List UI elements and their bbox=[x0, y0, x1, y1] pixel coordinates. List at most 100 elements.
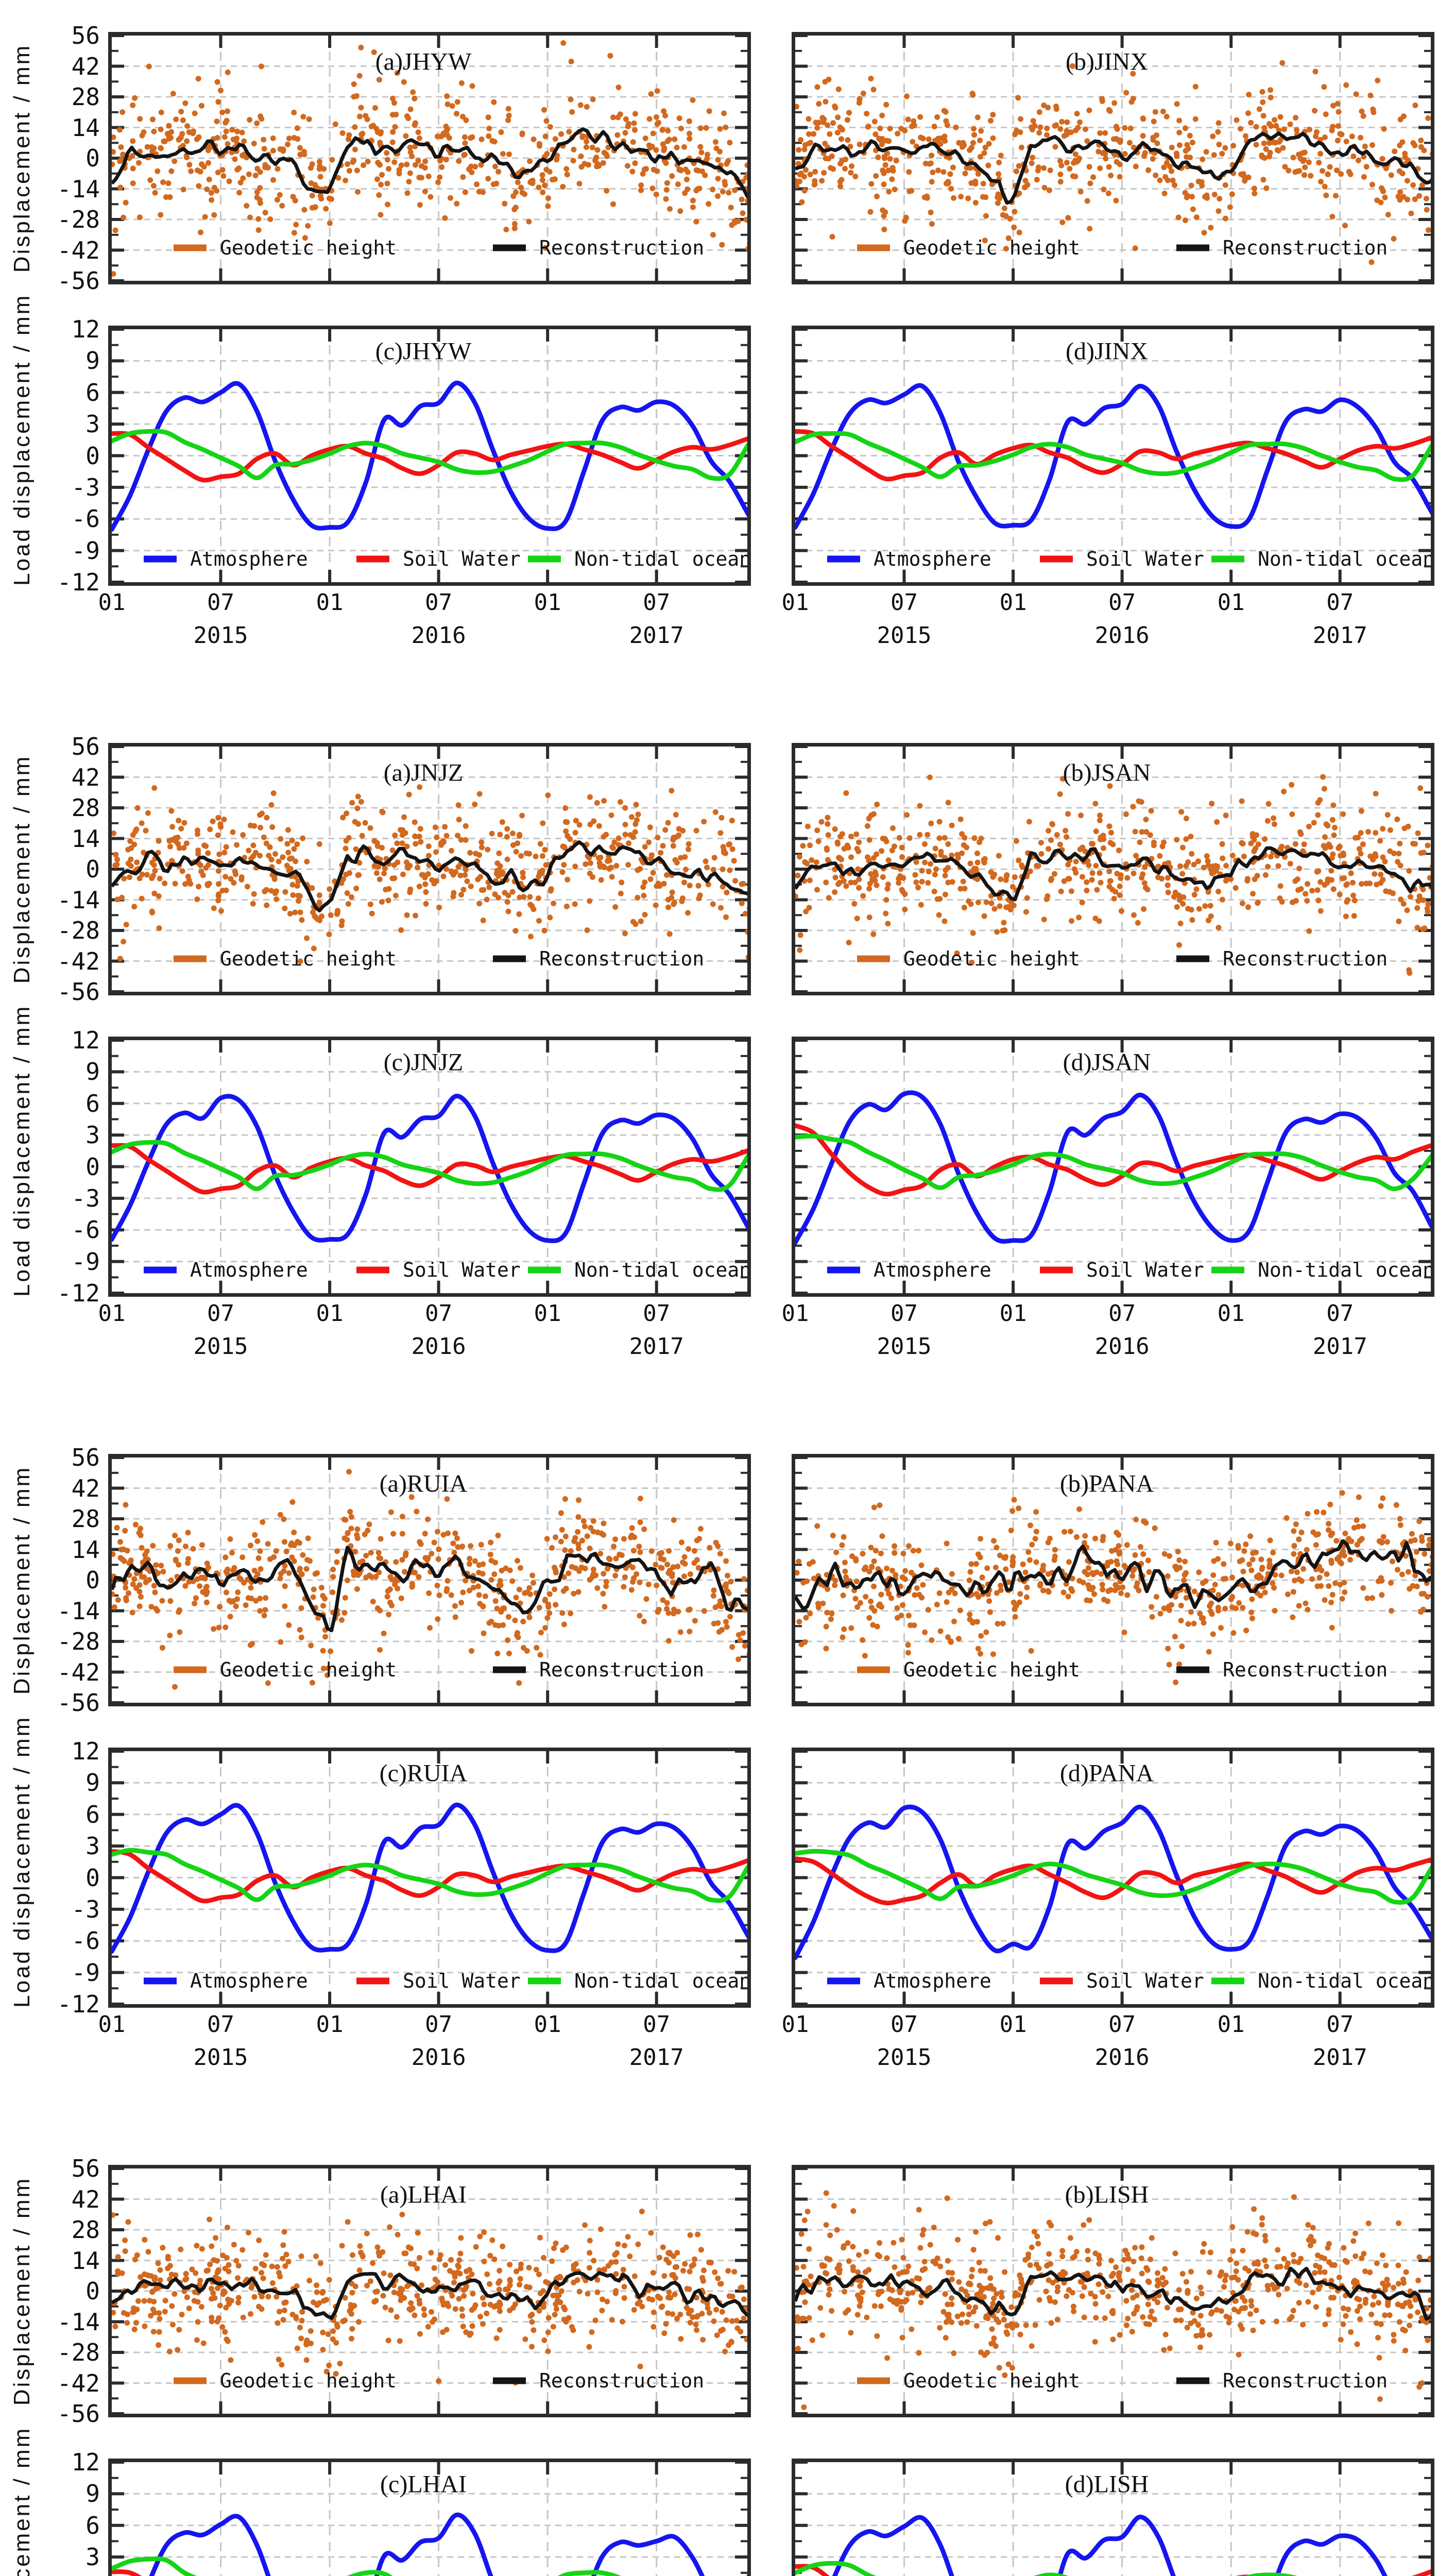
y-tick-label: -6 bbox=[71, 505, 100, 533]
y-tick-label: -3 bbox=[71, 473, 100, 501]
x-tick-label: 07 bbox=[891, 2011, 918, 2038]
y-tick-label: -6 bbox=[71, 1927, 100, 1955]
non_tidal_ocean-line bbox=[795, 431, 1431, 482]
legend-label-soil_water: Soil Water bbox=[403, 1259, 521, 1281]
y-tick-label: -42 bbox=[57, 2369, 100, 2397]
y-tick-label: -9 bbox=[71, 1958, 100, 1987]
legend-label-atmosphere: Atmosphere bbox=[190, 1259, 308, 1281]
reconstruction-line bbox=[112, 1546, 747, 1633]
panel-load-jhyw: (c)JHYW Atmosphere Soil Water Non-tidal oce… bbox=[108, 326, 751, 586]
grid-lines bbox=[112, 1040, 747, 1293]
y-tick-label: 12 bbox=[71, 2448, 100, 2476]
atmosphere-line bbox=[795, 383, 1431, 530]
chart-svg-g3d: (d)PANA Atmosphere Soil Water Non-tidal oce… bbox=[795, 1751, 1431, 2004]
minor-ticks bbox=[112, 1471, 747, 1689]
panel-title: (d)JSAN bbox=[1063, 1049, 1151, 1076]
station-group-jnjz-jsan: Displacement / mm Load displacement / mm… bbox=[0, 734, 1455, 1454]
x-axis-year-label: 2016 bbox=[1094, 1333, 1150, 1360]
chart-svg-g1d: (d)JINX Atmosphere Soil Water Non-tidal oce… bbox=[795, 329, 1431, 582]
y-tick-label: 3 bbox=[85, 410, 100, 438]
legend-label-reconstruction: Reconstruction bbox=[539, 2369, 704, 2392]
grid-lines bbox=[795, 1751, 1431, 2004]
panel-load-jsan: (d)JSAN Atmosphere Soil Water Non-tidal oce… bbox=[792, 1037, 1434, 1297]
y-tick-label: -3 bbox=[71, 1184, 100, 1212]
panel-displacement-ruia: (a)RUIA Geodetic height Reconstruction bbox=[108, 1454, 751, 1706]
legend-label-atmosphere: Atmosphere bbox=[190, 548, 308, 570]
panel-load-jnjz: (c)JNJZ Atmosphere Soil Water Non-tidal oce… bbox=[108, 1037, 751, 1297]
panel-load-ruia: (c)RUIA Atmosphere Soil Water Non-tidal oce… bbox=[108, 1748, 751, 2008]
x-tick-label: 01 bbox=[999, 1300, 1027, 1327]
chart-svg-g2d: (d)JSAN Atmosphere Soil Water Non-tidal oce… bbox=[795, 1040, 1431, 1293]
atmosphere-line bbox=[112, 1093, 747, 1243]
y-tick-label: -12 bbox=[57, 1279, 100, 1307]
legend-label-reconstruction: Reconstruction bbox=[1223, 947, 1388, 970]
legend-label-atmosphere: Atmosphere bbox=[874, 1970, 991, 1992]
panel-displacement-lish: (b)LISH Geodetic height Reconstruction bbox=[792, 2165, 1434, 2417]
major-ticks bbox=[795, 1040, 1431, 1293]
y-tick-label: -9 bbox=[71, 536, 100, 565]
reconstruction-line bbox=[112, 2271, 747, 2320]
x-tick-label: 07 bbox=[425, 2011, 453, 2038]
y-tick-label: -6 bbox=[71, 1216, 100, 1244]
y-tick-label: 42 bbox=[71, 52, 100, 80]
x-axis-year-label: 2015 bbox=[193, 1333, 248, 1360]
y-tick-label: -42 bbox=[57, 1658, 100, 1686]
y-tick-label: 14 bbox=[71, 113, 100, 142]
grid-lines bbox=[112, 747, 747, 992]
geodetic-height-scatter bbox=[112, 1469, 747, 1690]
x-axis-year-label: 2015 bbox=[877, 622, 932, 649]
soil_water-line bbox=[112, 431, 747, 483]
y-tick-label: -14 bbox=[57, 2308, 100, 2336]
panel-title: (d)LISH bbox=[1065, 2471, 1149, 2498]
chart-svg-g3b: (b)PANA Geodetic height Reconstruction bbox=[795, 1458, 1431, 1703]
x-tick-label: 01 bbox=[999, 2011, 1027, 2038]
y-tick-label: -56 bbox=[57, 1689, 100, 1717]
atmosphere-line bbox=[832, 2514, 1388, 2576]
minor-ticks bbox=[795, 1055, 1431, 1279]
non_tidal_ocean-line bbox=[112, 1140, 747, 1192]
y-tick-label: 6 bbox=[85, 1089, 100, 1117]
panel-title: (a)JNJZ bbox=[384, 759, 464, 787]
legend-label-geodetic: Geodetic height bbox=[220, 236, 397, 259]
y-tick-label: 3 bbox=[85, 1832, 100, 1860]
y-tick-label: -28 bbox=[57, 206, 100, 233]
major-ticks bbox=[112, 2462, 747, 2559]
x-axis-year-label: 2016 bbox=[411, 2044, 466, 2071]
major-ticks bbox=[795, 1751, 1431, 2004]
legend-label-atmosphere: Atmosphere bbox=[874, 548, 991, 570]
y-tick-label: 0 bbox=[85, 2277, 100, 2305]
y-tick-label: 3 bbox=[85, 1121, 100, 1149]
soil_water-line bbox=[795, 1123, 1431, 1197]
major-ticks bbox=[795, 747, 1431, 992]
legend-label-soil_water: Soil Water bbox=[403, 548, 521, 570]
legend-label-geodetic: Geodetic height bbox=[903, 2369, 1080, 2392]
y-tick-label: 56 bbox=[71, 1444, 100, 1471]
chart-svg-g2a: (a)JNJZ Geodetic height Reconstruction bbox=[112, 747, 747, 992]
y-tick-label: 42 bbox=[71, 1474, 100, 1502]
y-tick-label: -14 bbox=[57, 175, 100, 203]
soil_water-line bbox=[112, 1849, 747, 1904]
panel-load-jinx: (d)JINX Atmosphere Soil Water Non-tidal oce… bbox=[792, 326, 1434, 586]
reconstruction-line bbox=[795, 846, 1431, 902]
x-tick-label: 07 bbox=[425, 589, 453, 616]
y-tick-label: -9 bbox=[71, 1247, 100, 1276]
legend-label-reconstruction: Reconstruction bbox=[1223, 236, 1388, 259]
grid-lines bbox=[112, 2462, 747, 2576]
panel-displacement-jnjz: (a)JNJZ Geodetic height Reconstruction bbox=[108, 743, 751, 995]
minor-ticks bbox=[795, 2182, 1431, 2400]
y-tick-label: -56 bbox=[57, 978, 100, 1006]
atmosphere-line bbox=[112, 1802, 747, 1954]
x-tick-label: 07 bbox=[643, 2011, 671, 2038]
reconstruction-line bbox=[795, 131, 1431, 205]
reconstruction-line bbox=[112, 127, 747, 199]
y-tick-label: 6 bbox=[85, 2511, 100, 2539]
x-tick-label: 01 bbox=[316, 2011, 344, 2038]
x-tick-label: 07 bbox=[1326, 589, 1354, 616]
y-tick-label: 28 bbox=[71, 794, 100, 822]
non_tidal_ocean-line bbox=[112, 1848, 747, 1903]
y-tick-label: -12 bbox=[57, 568, 100, 596]
x-tick-label: 07 bbox=[643, 1300, 671, 1327]
geodetic-height-scatter bbox=[795, 2190, 1431, 2410]
